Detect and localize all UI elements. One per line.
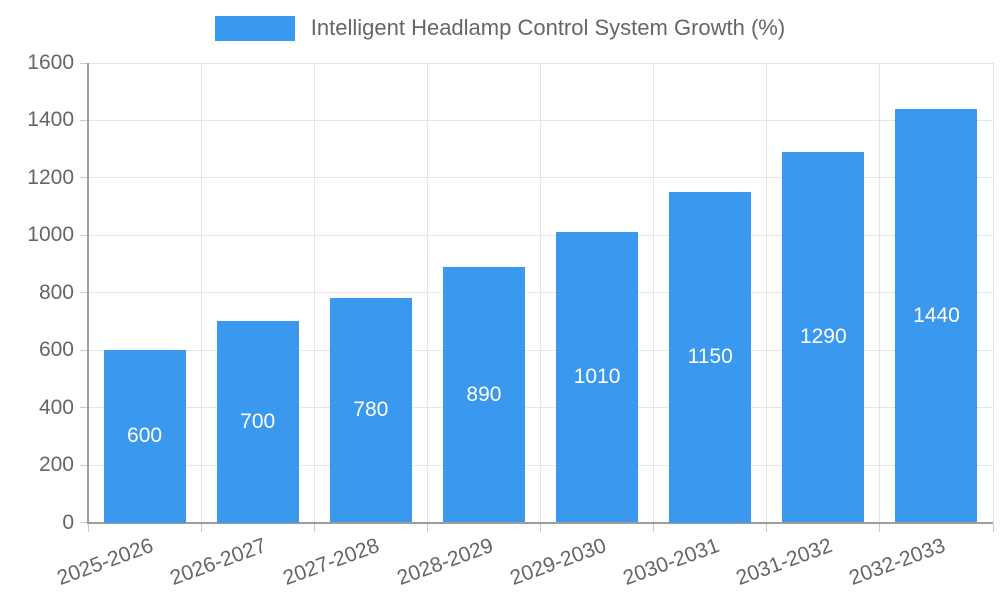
y-tick — [80, 62, 88, 64]
y-tick — [80, 349, 88, 351]
y-axis-tick-label: 800 — [38, 280, 74, 304]
x-gridline — [766, 63, 768, 523]
bar[interactable] — [442, 266, 525, 523]
y-tick — [80, 522, 88, 523]
bar[interactable] — [669, 192, 752, 523]
x-tick — [766, 523, 768, 532]
x-axis-tick-label: 2028-2029 — [393, 534, 496, 590]
bar-value-label: 600 — [127, 424, 163, 448]
x-gridline — [653, 63, 655, 523]
bar[interactable] — [895, 108, 978, 523]
y-tick — [80, 464, 88, 466]
x-axis-line — [87, 522, 993, 524]
y-tick — [80, 407, 88, 409]
x-tick — [426, 523, 428, 532]
x-gridline — [200, 63, 202, 523]
chart-legend[interactable]: Intelligent Headlamp Control System Grow… — [0, 15, 1000, 41]
y-axis-tick-label: 1000 — [27, 223, 74, 247]
x-tick — [653, 523, 655, 532]
bar-value-label: 1150 — [687, 345, 733, 369]
x-tick — [87, 523, 89, 532]
bar[interactable] — [556, 232, 639, 523]
x-tick — [200, 523, 202, 532]
bar-value-label: 1290 — [799, 325, 847, 349]
y-axis-tick-label: 200 — [38, 453, 74, 477]
y-axis-tick-label: 400 — [38, 395, 74, 419]
x-axis-tick-label: 2027-2028 — [280, 534, 383, 590]
x-axis-tick-label: 2031-2032 — [732, 534, 836, 590]
x-tick — [879, 523, 881, 532]
x-axis-tick-label: 2025-2026 — [54, 534, 157, 590]
bar[interactable] — [216, 321, 299, 523]
x-gridline — [426, 63, 428, 523]
legend-color-swatch — [214, 15, 295, 41]
legend-label: Intelligent Headlamp Control System Grow… — [310, 15, 786, 40]
y-tick — [80, 292, 88, 294]
y-tick — [80, 234, 88, 236]
y-tick — [80, 177, 88, 179]
bar[interactable] — [103, 350, 186, 523]
bar-value-label: 1010 — [573, 365, 621, 389]
bar-value-label: 780 — [353, 398, 389, 422]
x-tick — [313, 523, 315, 532]
y-axis-tick-label: 0 — [62, 510, 74, 534]
bar-value-label: 700 — [240, 409, 276, 433]
x-axis-tick-label: 2026-2027 — [167, 534, 270, 590]
x-gridline — [313, 63, 315, 523]
y-axis-tick-label: 1200 — [27, 165, 74, 189]
y-tick — [80, 119, 88, 121]
x-tick — [992, 523, 994, 532]
bar-value-label: 890 — [466, 382, 502, 406]
bar[interactable] — [329, 298, 412, 523]
x-axis-tick-label: 2030-2031 — [619, 534, 723, 590]
x-gridline — [879, 63, 881, 523]
y-axis-line — [87, 63, 89, 523]
y-axis-tick-label: 1400 — [27, 108, 74, 132]
bar[interactable] — [782, 152, 865, 523]
x-gridline — [992, 63, 994, 523]
x-axis-tick-label: 2032-2033 — [846, 534, 949, 590]
x-axis-tick-label: 2029-2030 — [506, 534, 609, 590]
y-axis-tick-label: 1600 — [27, 51, 74, 74]
x-tick — [540, 523, 541, 532]
bar-value-label: 1440 — [913, 303, 960, 327]
x-gridline — [540, 63, 541, 523]
y-axis-tick-label: 600 — [38, 338, 74, 362]
